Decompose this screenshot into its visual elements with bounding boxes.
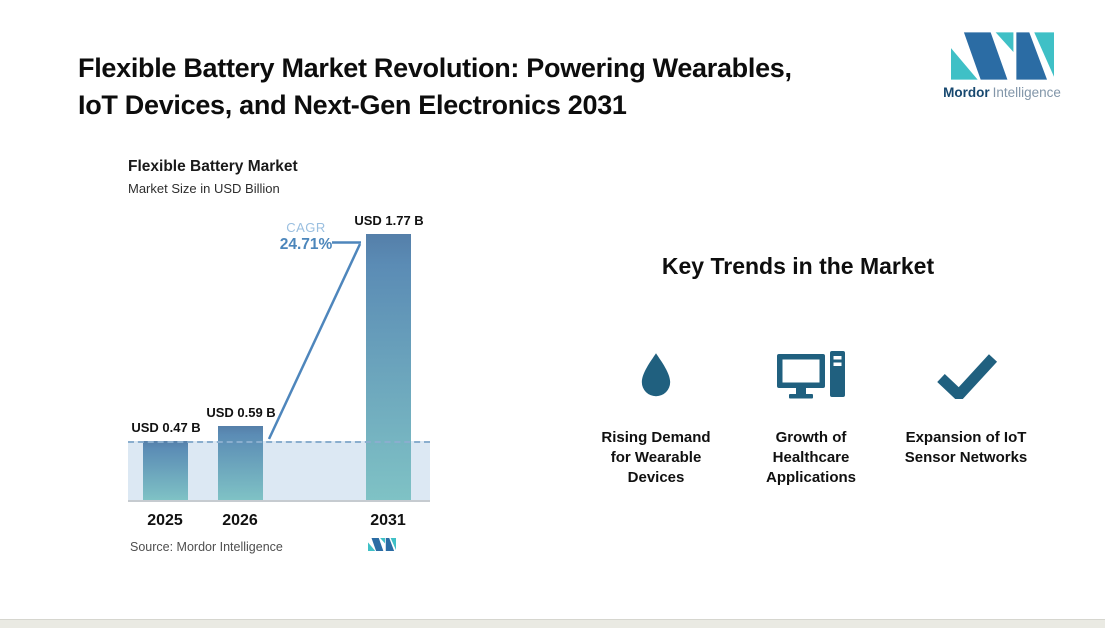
bar-value-label: USD 0.59 B [206,405,276,420]
bottom-edge-strip [0,619,1105,628]
monitor-base [789,394,813,399]
brand-name-bold: Mordor [943,85,990,100]
trend-label-line: Sensor Networks [904,449,1028,466]
chart-bar [218,426,263,500]
mordor-intelligence-logo-icon [951,32,1054,80]
trend-label-line: Growth of [775,429,847,446]
bar-value-label: USD 0.47 B [131,420,201,435]
growth-arrow-shaft [267,243,362,440]
trend-label-line: Expansion of IoT [905,429,1027,446]
page-title: Flexible Battery Market Revolution: Powe… [78,50,918,124]
tower-slot [833,362,842,366]
chart-subtitle: Market Size in USD Billion [128,181,280,196]
trend-label-line: for Wearable [610,449,702,466]
dashed-reference-line [128,441,430,443]
source-attribution: Source: Mordor Intelligence [130,540,283,554]
market-size-chart: Flexible Battery Market Market Size in U… [128,158,430,568]
water-drop-icon [566,348,746,402]
brand-name: Mordor Intelligence [940,85,1064,100]
trend-label: Growth of Healthcare Applications [721,428,901,488]
chart-bar [366,234,411,500]
monitor-screen [782,359,820,383]
trend-label-line: Applications [765,469,856,486]
cagr-label: CAGR [286,220,326,235]
trend-label-line: Rising Demand [601,429,711,446]
cagr-annotation: CAGR 24.71% [258,220,354,254]
x-axis-label: 2025 [147,512,183,529]
brand-name-light: Intelligence [992,85,1061,100]
chart-plot-area: USD 0.47 B USD 0.59 B USD 1.77 B CAGR 24… [128,213,430,529]
trend-item-wearables: Rising Demand for Wearable Devices [566,348,746,488]
brand-logo: Mordor Intelligence [940,32,1064,100]
trend-label: Expansion of IoT Sensor Networks [876,428,1056,468]
trend-item-iot: Expansion of IoT Sensor Networks [876,348,1056,468]
key-trends-heading: Key Trends in the Market [661,253,935,279]
desktop-computer-icon [721,348,901,402]
page-title-line1: Flexible Battery Market Revolution: Powe… [78,53,792,83]
chart-bar [143,441,188,500]
x-axis-label: 2026 [222,512,258,529]
cagr-value: 24.71% [279,236,333,253]
x-axis-label: 2031 [370,512,406,529]
monitor-stand [796,388,806,394]
trend-label-line: Devices [627,469,685,486]
chart-title: Flexible Battery Market [128,158,298,175]
computer-shapes [777,351,845,399]
checkmark-shape [937,354,998,399]
water-drop-shape [641,353,671,397]
trend-item-healthcare: Growth of Healthcare Applications [721,348,901,488]
checkmark-icon [876,348,1056,402]
trend-label: Rising Demand for Wearable Devices [566,428,746,488]
trend-label-line: Healthcare [772,449,850,466]
tower-slot [833,356,842,360]
bar-value-label: USD 1.77 B [354,213,424,228]
page-title-line2: IoT Devices, and Next-Gen Electronics 20… [78,90,627,120]
mini-logo-icon [368,538,396,551]
growth-arrow-icon [267,241,362,440]
